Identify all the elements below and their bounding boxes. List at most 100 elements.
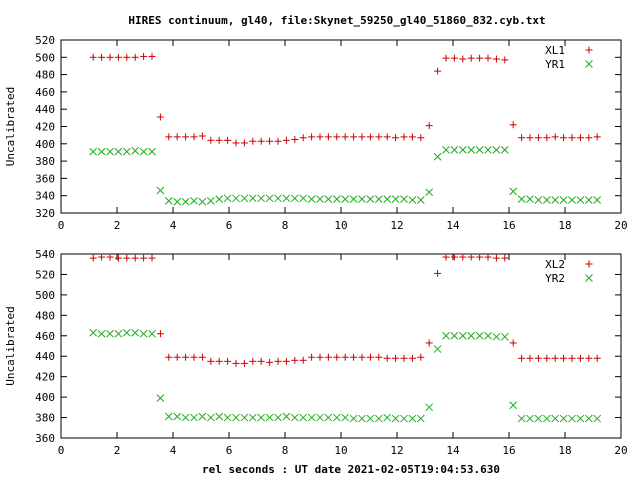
series-xl2 — [89, 253, 601, 367]
x-tick-label: 20 — [614, 444, 627, 457]
y-tick-label: 440 — [35, 103, 55, 116]
data-point — [148, 329, 156, 338]
data-point — [308, 133, 316, 141]
data-point — [408, 196, 417, 204]
data-point — [416, 414, 425, 423]
data-point — [266, 358, 274, 366]
data-point — [139, 147, 148, 156]
x-tick-label: 12 — [390, 444, 403, 457]
data-point — [392, 354, 400, 362]
data-point — [290, 413, 299, 422]
data-point — [131, 328, 140, 337]
data-point — [341, 133, 349, 141]
x-tick-label: 10 — [334, 219, 347, 232]
data-point — [106, 147, 114, 156]
data-point — [366, 353, 374, 361]
data-point — [509, 401, 518, 410]
data-point — [274, 137, 282, 145]
data-point — [341, 195, 350, 204]
data-point — [593, 133, 601, 141]
data-point — [458, 146, 467, 154]
data-point — [140, 52, 148, 60]
data-point — [257, 137, 265, 145]
data-point — [534, 196, 543, 204]
data-point — [122, 328, 131, 337]
data-point — [248, 194, 257, 203]
data-point — [358, 353, 366, 361]
data-point — [165, 353, 173, 361]
data-point — [215, 412, 224, 421]
data-point — [492, 55, 500, 63]
data-point — [164, 197, 173, 205]
data-point — [324, 353, 332, 361]
data-point — [375, 353, 383, 361]
data-point — [98, 53, 106, 61]
y-tick-label: 360 — [35, 432, 55, 445]
data-point — [89, 147, 98, 156]
y-tick-label: 340 — [35, 190, 55, 203]
data-point — [223, 194, 232, 203]
data-point — [543, 354, 551, 362]
y-axis-label: Uncalibrated — [4, 87, 17, 166]
data-point — [156, 113, 164, 121]
data-point — [215, 195, 224, 204]
data-point — [316, 353, 324, 361]
data-point — [374, 195, 383, 204]
data-point — [383, 413, 392, 422]
data-point — [509, 339, 517, 347]
data-point — [139, 329, 148, 338]
data-point — [182, 353, 190, 361]
y-tick-label: 520 — [35, 268, 55, 281]
data-point — [585, 134, 593, 142]
x-tick-label: 14 — [446, 444, 460, 457]
data-point — [248, 413, 257, 422]
y-tick-label: 540 — [35, 248, 55, 261]
data-point — [106, 253, 114, 261]
data-point — [324, 133, 332, 141]
data-point — [551, 354, 559, 362]
data-point — [148, 254, 156, 262]
data-point — [467, 146, 476, 154]
data-point — [593, 196, 602, 204]
data-point — [484, 253, 492, 261]
data-point — [568, 354, 576, 362]
data-point — [559, 414, 568, 423]
data-point — [391, 195, 400, 204]
data-point — [568, 196, 576, 204]
data-point — [349, 195, 358, 204]
y-tick-label: 380 — [35, 155, 55, 168]
data-point — [265, 194, 274, 203]
data-point — [358, 414, 366, 423]
data-point — [198, 197, 207, 206]
data-point — [333, 133, 341, 141]
data-point — [425, 339, 433, 347]
data-point — [559, 196, 568, 204]
data-point — [282, 412, 291, 421]
data-point — [266, 137, 274, 145]
y-tick-label: 480 — [35, 309, 55, 322]
data-point — [534, 414, 543, 423]
y-tick-label: 460 — [35, 330, 55, 343]
data-point — [332, 413, 341, 422]
data-point — [584, 196, 593, 204]
data-point — [182, 133, 190, 141]
data-point — [400, 133, 408, 141]
data-point — [257, 413, 266, 422]
x-tick-label: 10 — [334, 444, 347, 457]
data-point — [417, 353, 425, 361]
data-point — [257, 357, 265, 365]
data-point — [198, 353, 206, 361]
y-tick-label: 440 — [35, 350, 55, 363]
data-point — [240, 413, 249, 422]
x-tick-label: 4 — [170, 444, 177, 457]
legend-label: YR1 — [545, 58, 565, 71]
data-point — [181, 197, 190, 206]
data-point — [576, 196, 585, 204]
data-point — [299, 134, 307, 142]
data-point — [148, 52, 156, 60]
data-point — [492, 254, 500, 262]
x-tick-label: 4 — [170, 219, 177, 232]
data-point — [560, 134, 568, 142]
data-point — [332, 195, 341, 204]
data-point — [131, 53, 139, 61]
